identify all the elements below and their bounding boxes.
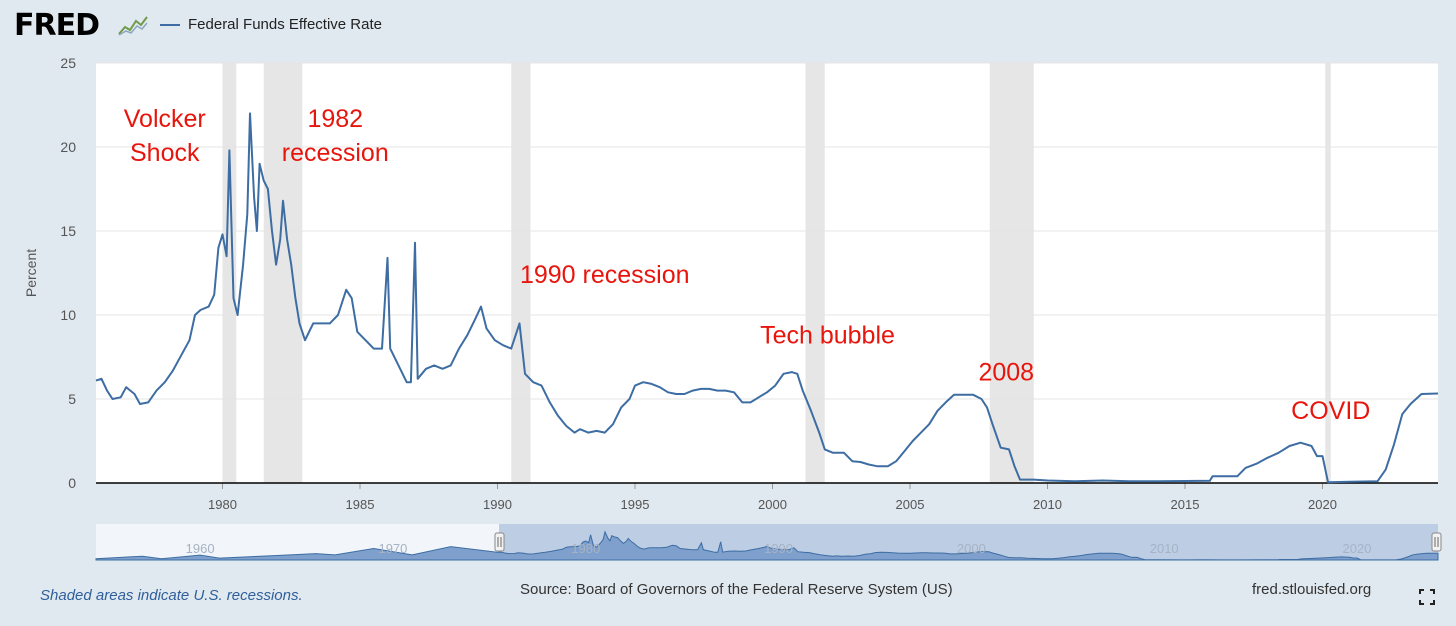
navigator-tick-label: 1990 <box>764 541 793 556</box>
site-url[interactable]: fred.stlouisfed.org <box>1252 581 1372 598</box>
x-tick-label: 1990 <box>483 497 512 512</box>
navigator-handle-left[interactable] <box>494 532 505 552</box>
legend-label: Federal Funds Effective Rate <box>188 16 382 33</box>
legend-swatch <box>160 23 180 26</box>
line-graph-icon <box>118 16 148 36</box>
annotation-label: Tech bubble <box>760 322 895 350</box>
annotation-label: COVID <box>1291 397 1370 425</box>
gridlines <box>96 62 1438 400</box>
x-axis-ticks: 1980 1985 1990 1995 2000 2005 2010 2015 2020 <box>208 483 1337 512</box>
series-line-fed-funds-rate[interactable] <box>95 112 1439 484</box>
x-tick-label: 2005 <box>896 497 925 512</box>
chart-legend[interactable]: Federal Funds Effective Rate <box>160 16 382 33</box>
y-tick-label: 20 <box>60 139 76 155</box>
recession-band <box>511 63 531 483</box>
source-text: Source: Board of Governors of the Federa… <box>520 581 953 598</box>
navigator-handle-right[interactable] <box>1431 532 1442 552</box>
annotation-label: 2008 <box>978 359 1034 387</box>
navigator-tick-label: 1970 <box>378 541 407 556</box>
y-tick-label: 10 <box>60 307 76 323</box>
y-axis-label: Percent <box>23 249 39 297</box>
fred-logo[interactable]: FRED <box>14 8 100 43</box>
x-tick-label: 2015 <box>1171 497 1200 512</box>
header: FRED Federal Funds Effective Rate <box>0 0 1456 52</box>
annotation-line: 1982 <box>307 105 363 133</box>
x-tick-label: 1980 <box>208 497 237 512</box>
navigator-tick-label: 1960 <box>186 541 215 556</box>
navigator-tick-label: 2000 <box>957 541 986 556</box>
navigator-tick-label: 2020 <box>1343 541 1372 556</box>
x-tick-label: 1995 <box>621 497 650 512</box>
y-tick-label: 25 <box>60 55 76 71</box>
recession-band <box>222 63 237 483</box>
annotation-line: Shock <box>130 139 200 167</box>
recession-band <box>989 63 1034 483</box>
recession-band <box>1325 63 1331 483</box>
navigator-tick-label: 1980 <box>571 541 600 556</box>
annotation-line: recession <box>282 139 389 167</box>
y-tick-label: 0 <box>68 475 76 491</box>
navigator-ticks: 1960 1970 1980 1990 2000 2010 2020 <box>186 541 1372 556</box>
plot-background <box>96 63 1438 483</box>
annotation-line: Volcker <box>124 105 206 133</box>
y-tick-label: 15 <box>60 223 76 239</box>
y-tick-label: 5 <box>68 391 76 407</box>
recession-note: Shaded areas indicate U.S. recessions. <box>40 587 303 604</box>
x-tick-label: 1985 <box>346 497 375 512</box>
recession-bands <box>222 63 1331 483</box>
range-navigator[interactable]: 1960 1970 1980 1990 2000 2010 2020 <box>95 524 1442 561</box>
annotations: Volcker Shock 1982 recession 1990 recession T… <box>124 105 1371 425</box>
annotation-line: 2008 <box>978 359 1034 387</box>
x-tick-label: 2000 <box>758 497 787 512</box>
recession-band <box>805 63 825 483</box>
annotation-line: 1990 recession <box>520 261 690 289</box>
annotation-label: 1990 recession <box>520 261 690 289</box>
x-tick-label: 2010 <box>1033 497 1062 512</box>
annotation-line: Tech bubble <box>760 322 895 350</box>
navigator-area <box>95 530 1439 561</box>
x-tick-label: 2020 <box>1308 497 1337 512</box>
annotation-line: COVID <box>1291 397 1370 425</box>
annotation-label: 1982 recession <box>282 105 389 167</box>
y-axis-ticks: 0 5 10 15 20 25 <box>60 55 76 491</box>
navigator-tick-label: 2010 <box>1150 541 1179 556</box>
annotation-label: Volcker Shock <box>124 105 206 167</box>
recession-band <box>263 63 303 483</box>
fullscreen-icon[interactable] <box>1419 589 1435 605</box>
